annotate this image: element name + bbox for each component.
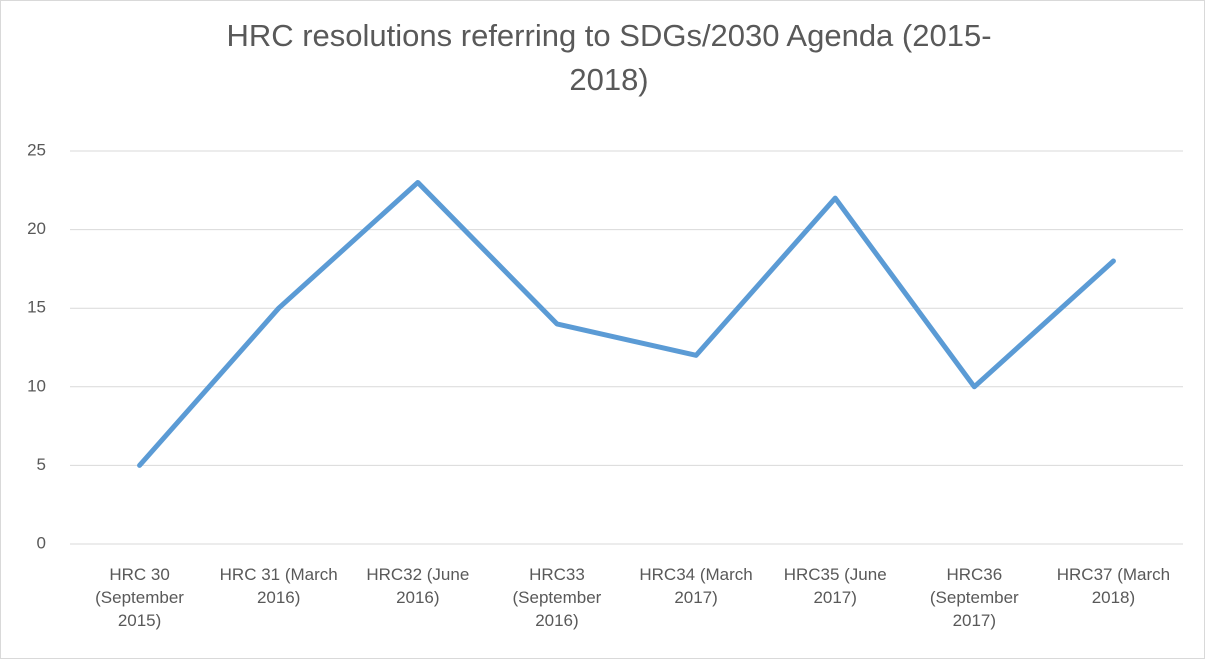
x-tick-label: HRC36 (September 2017): [929, 565, 1019, 630]
y-tick-label: 0: [37, 533, 46, 552]
x-tick-label: HRC 30 (September 2015): [95, 565, 184, 630]
x-tick-label: HRC35 (June 2017): [783, 565, 887, 607]
x-tick-label: HRC 31 (March 2016): [219, 565, 338, 607]
y-tick-label: 15: [27, 298, 46, 317]
y-tick-label: 10: [27, 376, 46, 395]
x-tick-label: HRC33 (September 2016): [512, 565, 602, 630]
y-tick-label: 20: [27, 219, 46, 238]
x-tick-label: HRC34 (March 2017): [639, 565, 753, 607]
data-line: [137, 179, 1116, 468]
chart-title: HRC resolutions referring to SDGs/2030 A…: [226, 18, 992, 97]
x-tick-label: HRC37 (March 2018): [1056, 565, 1171, 607]
x-tick-label: HRC32 (June 2016): [366, 565, 470, 607]
y-tick-label: 5: [37, 455, 46, 474]
y-tick-label: 25: [27, 140, 46, 159]
